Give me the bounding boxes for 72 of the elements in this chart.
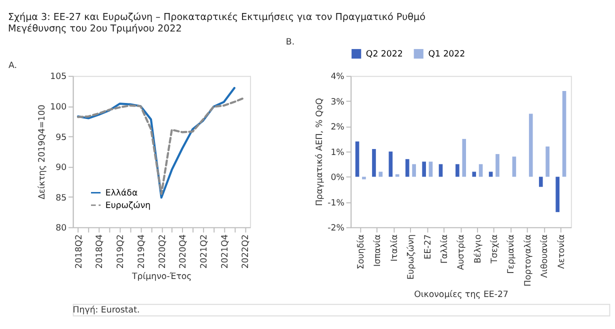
- x-tick-label: Λιθουανία: [540, 234, 550, 278]
- x-tick-label: Ευρωζώνη: [406, 234, 417, 280]
- x-tick-label: Τσεχία: [490, 234, 500, 264]
- bar: [528, 114, 533, 177]
- bar: [478, 164, 483, 177]
- bar: [488, 172, 493, 177]
- x-tick-label: Γερμανία: [506, 234, 517, 274]
- x-tick-label: Βέλγιο: [473, 234, 484, 264]
- x-tick-label: 2020Q4: [178, 234, 189, 269]
- x-tick-label: 2019Q4: [136, 234, 147, 269]
- bar: [372, 149, 376, 177]
- x-tick-label: 2018Q2: [74, 234, 84, 269]
- bar: [556, 176, 560, 212]
- x-tick-label: Ισπανία: [373, 234, 384, 267]
- text: B.: [286, 37, 295, 48]
- x-axis-title: Οικονομίες της ΕΕ-27: [414, 290, 508, 300]
- y-tick-label: 2%: [330, 122, 344, 133]
- y-tick-label: 105: [50, 72, 67, 82]
- y-axis-title: Δείκτης 2019Q4=100: [37, 104, 48, 200]
- y-tick-label: 4%: [330, 72, 344, 82]
- y-tick-label: 85: [56, 193, 67, 204]
- bar: [512, 156, 516, 177]
- text: Πηγή: Eurostat.: [72, 305, 140, 316]
- bar: [546, 146, 550, 177]
- x-tick-label: 2020Q2: [158, 234, 168, 269]
- x-tick-label: Λετονία: [556, 234, 567, 269]
- bar: [562, 91, 566, 177]
- bar: [538, 176, 543, 187]
- bar: [378, 172, 383, 177]
- y-tick-label: 0%: [330, 173, 344, 184]
- x-axis-title: Τρίμηνο-Έτος: [131, 272, 192, 282]
- y-tick-label: -1%: [328, 198, 344, 208]
- legend-label: Ελλάδα: [105, 188, 138, 199]
- legend-label: Q1 2022: [428, 50, 466, 60]
- y-tick-label: -2%: [328, 224, 344, 234]
- bar: [362, 176, 366, 180]
- x-tick-label: Σουηδία: [356, 234, 366, 270]
- x-tick-label: 2018Q4: [95, 234, 106, 269]
- x-tick-label: Αυστρία: [456, 234, 467, 270]
- y-tick-label: 3%: [330, 97, 344, 108]
- line-series: [76, 86, 236, 199]
- line-series: [76, 96, 246, 195]
- x-tick-label: ΕΕ-27: [423, 234, 434, 260]
- x-tick-label: Ιταλία: [390, 234, 400, 262]
- bar: [405, 159, 410, 177]
- y-tick-label: 100: [50, 102, 67, 112]
- bar: [462, 138, 466, 177]
- bar: [412, 164, 416, 177]
- x-tick-label: 2021Q4: [220, 234, 230, 269]
- y-tick-label: 80: [56, 224, 67, 234]
- y-tick-label: 90: [56, 163, 67, 174]
- bar: [388, 152, 393, 177]
- x-tick-label: Πορτογαλία: [523, 234, 534, 287]
- x-tick-label: 2021Q2: [199, 234, 210, 269]
- bar: [428, 162, 433, 177]
- y-axis-title: Πραγματικό ΑΕΠ, % QoQ: [314, 98, 325, 206]
- chart-title: Σχήμα 3: ΕΕ-27 και Ευρωζώνη – Προκαταρτικές Εκτιμήσεις για τον Πραγματικό Ρυθμό Μεγέθυνσης του 2ου Τριμήνου 2022: [8, 12, 426, 34]
- bar: [472, 172, 476, 177]
- legend-label: Q2 2022: [366, 50, 403, 60]
- bar: [395, 174, 400, 177]
- x-tick-label: Γαλλία: [440, 234, 450, 264]
- bar: [456, 164, 460, 177]
- bar: [496, 154, 500, 177]
- x-tick-label: 2019Q2: [116, 234, 126, 269]
- y-tick-label: 95: [56, 132, 67, 143]
- y-tick-label: 1%: [330, 148, 344, 158]
- bar: [422, 162, 426, 177]
- legend-label: Ευρωζώνη: [105, 201, 151, 212]
- bar: [355, 141, 360, 177]
- bar: [438, 164, 443, 177]
- text: A.: [8, 61, 17, 72]
- x-tick-label: 2022Q2: [241, 234, 252, 269]
